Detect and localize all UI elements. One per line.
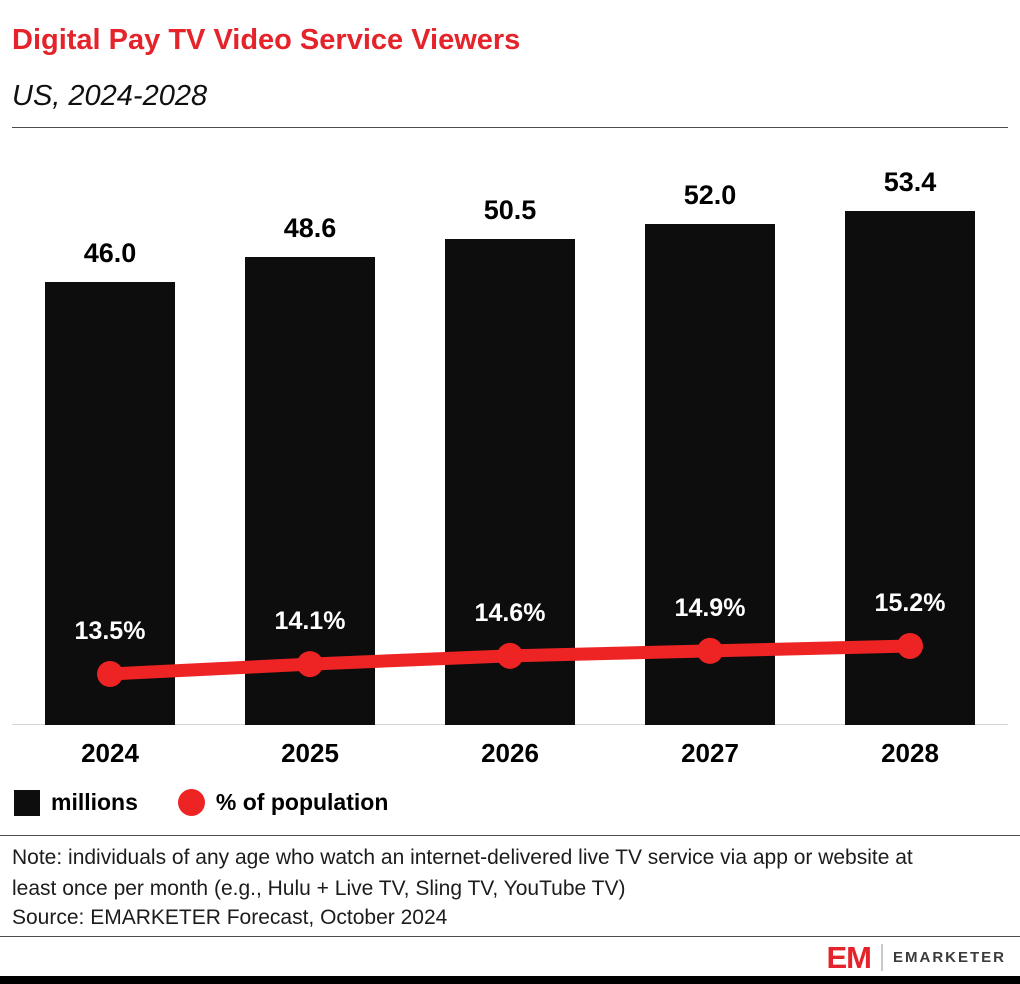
bar-line-chart: 46.0 48.6 50.5 52.0 53.4 13.5% 14.1% 14.6% 14.9%… xyxy=(12,150,1008,725)
source-text: Source: EMARKETER Forecast, October 2024 xyxy=(12,906,448,929)
bottom-accent-bar xyxy=(0,976,1020,984)
bar-2025 xyxy=(245,257,375,725)
percent-label-2025: 14.1% xyxy=(274,607,346,636)
legend-swatch-percent xyxy=(177,789,205,816)
bar-value-label-2025: 48.6 xyxy=(283,213,337,243)
x-axis-label-2025: 2025 xyxy=(281,738,339,768)
page-title: Digital Pay TV Video Service Viewers xyxy=(12,24,521,56)
x-axis-label-2028: 2028 xyxy=(881,738,939,768)
percent-label-2027: 14.9% xyxy=(674,593,746,622)
legend-swatch-millions xyxy=(14,789,40,816)
bar-value-label-2028: 53.4 xyxy=(883,167,937,197)
bar-2027 xyxy=(645,224,775,725)
legend-label-millions: millions xyxy=(51,789,138,815)
bar-2024 xyxy=(45,282,175,725)
footer: EM EMARKETER xyxy=(826,940,1006,974)
percent-label-2028: 15.2% xyxy=(874,588,946,617)
header-divider xyxy=(12,127,1008,128)
x-axis-label-2027: 2027 xyxy=(681,738,739,768)
percent-label-2024: 13.5% xyxy=(74,617,146,645)
footer-divider xyxy=(0,936,1020,937)
bar-value-label-2027: 52.0 xyxy=(683,180,737,210)
emarketer-logo-icon: EM xyxy=(826,939,871,975)
percent-label-2026: 14.6% xyxy=(474,598,546,627)
legend-label-percent: % of population xyxy=(215,789,389,815)
bar-2028 xyxy=(845,211,975,725)
bar-value-label-2024: 46.0 xyxy=(83,238,137,268)
x-axis-label-2024: 2024 xyxy=(81,738,139,768)
page-subtitle: US, 2024-2028 xyxy=(12,80,208,112)
legend: millions % of population xyxy=(14,789,388,816)
note-text: Note: individuals of any age who watch a… xyxy=(12,846,913,900)
logo-separator xyxy=(880,943,883,971)
bar-value-label-2026: 50.5 xyxy=(483,195,537,225)
brand-name: EMARKETER xyxy=(892,948,1006,966)
note-divider xyxy=(0,835,1020,836)
x-axis-label-2026: 2026 xyxy=(481,738,539,768)
bar-2026 xyxy=(445,239,575,725)
